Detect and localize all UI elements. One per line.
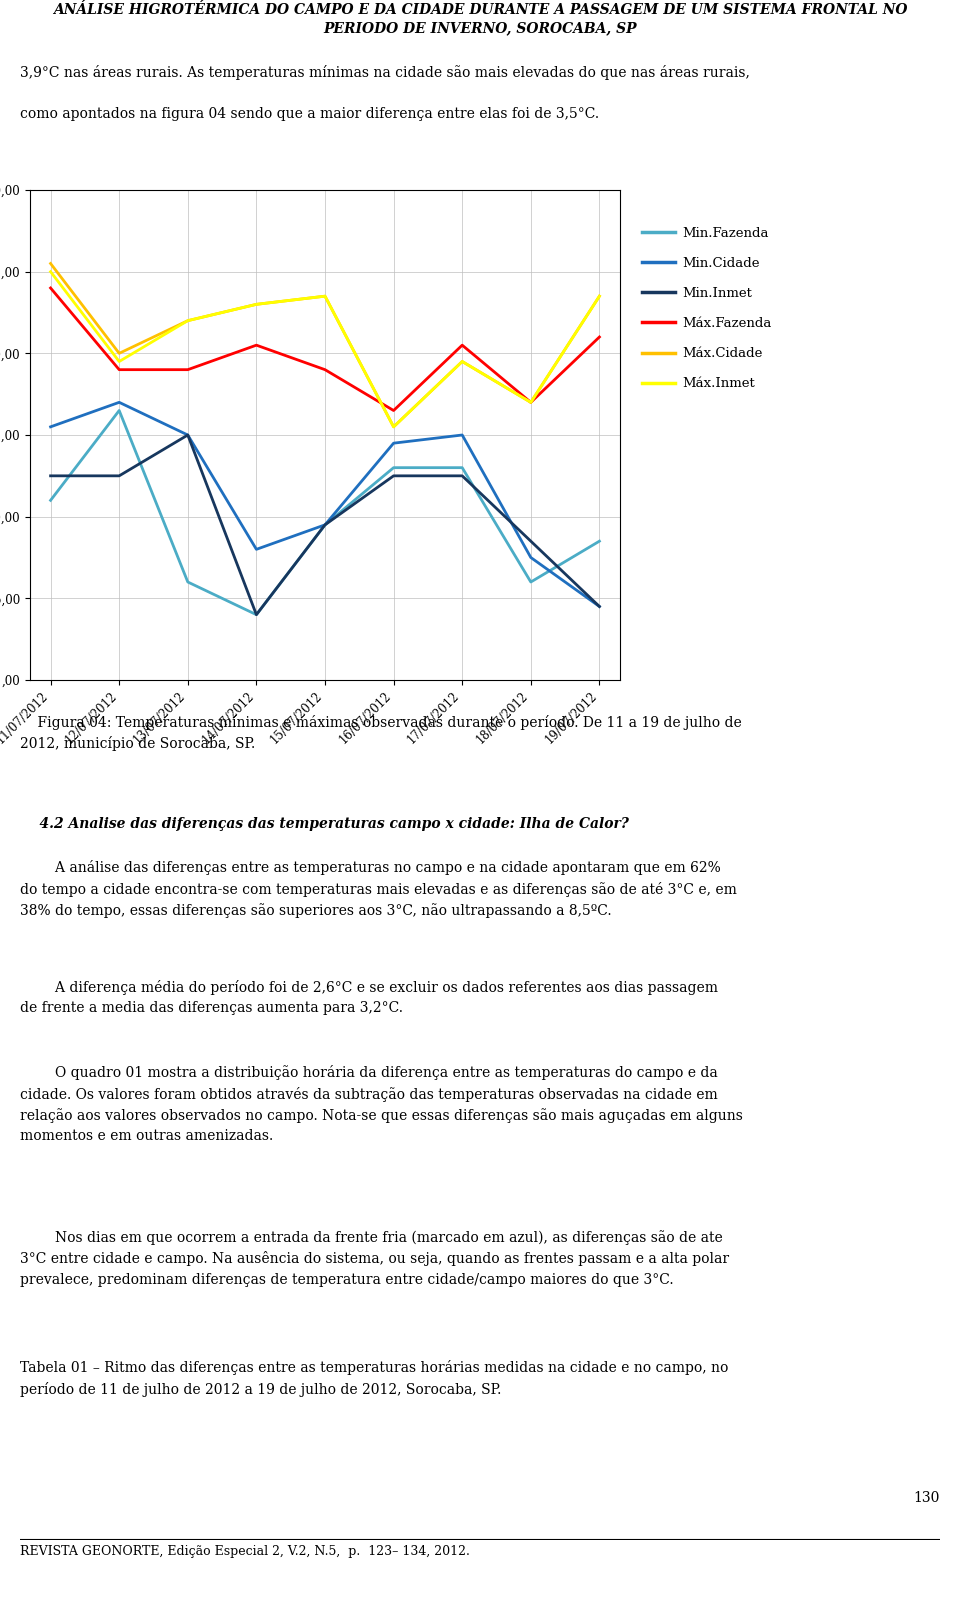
Text: Figura 04: Temperaturas mínimas e máximas observadas durante o período. De 11 a : Figura 04: Temperaturas mínimas e máxima… bbox=[20, 715, 742, 751]
Text: O quadro 01 mostra a distribuição horária da diferença entre as temperaturas do : O quadro 01 mostra a distribuição horári… bbox=[20, 1065, 743, 1143]
Text: REVISTA GEONORTE, Edição Especial 2, V.2, N.5,  p.  123– 134, 2012.: REVISTA GEONORTE, Edição Especial 2, V.2… bbox=[20, 1544, 469, 1559]
Text: 4.2 Analise das diferenças das temperaturas campo x cidade: Ilha de Calor?: 4.2 Analise das diferenças das temperatu… bbox=[20, 818, 629, 830]
Text: Tabela 01 – Ritmo das diferenças entre as temperaturas horárias medidas na cidad: Tabela 01 – Ritmo das diferenças entre a… bbox=[20, 1361, 729, 1397]
Text: ANÁLISE HIGROTÉRMICA DO CAMPO E DA CIDADE DURANTE A PASSAGEM DE UM SISTEMA FRONT: ANÁLISE HIGROTÉRMICA DO CAMPO E DA CIDAD… bbox=[53, 3, 907, 35]
Text: 3,9°C nas áreas rurais. As temperaturas mínimas na cidade são mais elevadas do q: 3,9°C nas áreas rurais. As temperaturas … bbox=[20, 65, 750, 121]
Text: 130: 130 bbox=[914, 1490, 940, 1504]
Text: A diferença média do período foi de 2,6°C e se excluir os dados referentes aos d: A diferença média do período foi de 2,6°… bbox=[20, 981, 718, 1016]
Legend: Min.Fazenda, Min.Cidade, Min.Inmet, Máx.Fazenda, Máx.Cidade, Máx.Inmet: Min.Fazenda, Min.Cidade, Min.Inmet, Máx.… bbox=[641, 227, 772, 390]
Text: A análise das diferenças entre as temperaturas no campo e na cidade apontaram qu: A análise das diferenças entre as temper… bbox=[20, 861, 737, 918]
Text: Nos dias em que ocorrem a entrada da frente fria (marcado em azul), as diferença: Nos dias em que ocorrem a entrada da fre… bbox=[20, 1230, 730, 1287]
